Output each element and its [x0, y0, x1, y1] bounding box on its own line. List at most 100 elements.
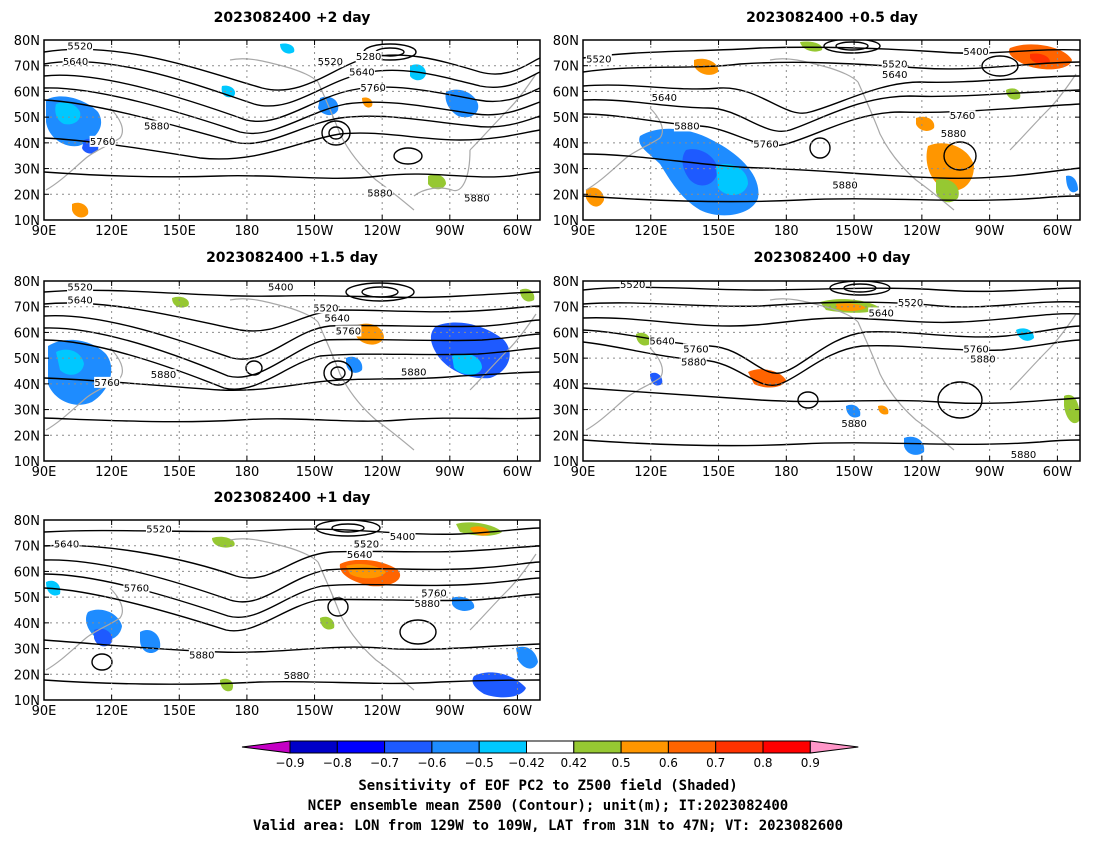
- lon-tick-label: 150W: [296, 704, 334, 719]
- coastline-east-asia: [45, 587, 123, 671]
- colorbar-label: −0.5: [465, 756, 494, 770]
- z500-contour: [44, 417, 540, 423]
- contour-label: 5880: [681, 357, 706, 368]
- z500-contour: [44, 60, 540, 107]
- z500-closed-high: [937, 381, 983, 419]
- lat-tick-label: 60N: [14, 326, 40, 341]
- z500-contour: [44, 171, 540, 179]
- lon-tick-label: 120W: [363, 465, 401, 480]
- sensitivity-positive-region: [1064, 394, 1080, 424]
- contour-label: 5520: [898, 298, 923, 309]
- contour-label: 5880: [144, 121, 169, 132]
- colorbar-box: [478, 740, 528, 754]
- contour-label: 5880: [841, 419, 866, 430]
- lat-tick-label: 70N: [14, 301, 40, 316]
- sensitivity-negative-region: [1016, 328, 1034, 341]
- sensitivity-negative-region: [346, 356, 363, 373]
- contour-label: 5640: [649, 337, 674, 348]
- sensitivity-negative-region: [48, 339, 112, 405]
- contour-label: 5400: [268, 283, 293, 294]
- z500-contour: [44, 573, 540, 618]
- lat-tick-label: 60N: [14, 565, 40, 580]
- lat-tick-label: 70N: [553, 60, 579, 75]
- coastline-north-america-east: [1009, 73, 1077, 151]
- panel-title: 2023082400 +2 day: [214, 10, 371, 26]
- contour-label: 5760: [336, 326, 361, 337]
- lat-tick-label: 30N: [14, 404, 40, 419]
- z500-contour: [44, 48, 540, 91]
- lon-tick-label: 120E: [95, 224, 128, 239]
- contour-label: 5640: [868, 308, 893, 319]
- lon-tick-label: 150E: [163, 465, 196, 480]
- contour-layer: [44, 282, 540, 423]
- sensitivity-negative-region: [55, 102, 81, 125]
- panel-title: 2023082400 +0.5 day: [746, 10, 918, 26]
- map-frame: [43, 39, 541, 221]
- sensitivity-positive-region: [520, 288, 535, 302]
- lat-tick-label: 40N: [14, 617, 40, 632]
- z500-closed-high: [91, 653, 113, 671]
- lon-tick-label: 150E: [163, 704, 196, 719]
- contour-label-bg: [752, 138, 779, 150]
- coastline-east-asia: [45, 107, 123, 191]
- sensitivity-positive-region: [428, 174, 446, 190]
- contour-label-bg: [414, 597, 441, 609]
- z500-closed-low: [823, 40, 881, 54]
- map-frame: [582, 39, 1081, 221]
- contour-label-bg: [868, 307, 895, 319]
- shading-layer: [586, 41, 1078, 216]
- colorbar-label: −0.7: [370, 756, 399, 770]
- lon-tick-label: 150E: [163, 224, 196, 239]
- lon-tick-label: 90E: [571, 224, 596, 239]
- coastline-layer: [585, 298, 1077, 451]
- contour-label-bg: [963, 343, 990, 355]
- contour-label-bg: [619, 279, 646, 291]
- lat-tick-label: 50N: [14, 352, 40, 367]
- contour-label-bg: [400, 366, 427, 378]
- contour-label: 5640: [67, 296, 92, 307]
- lon-tick-label: 90W: [435, 465, 465, 480]
- contour-label-bg: [585, 53, 612, 65]
- caption: Sensitivity of EOF PC2 to Z500 field (Sh…: [253, 778, 843, 834]
- lon-tick-label: 90W: [975, 224, 1005, 239]
- grid-layer: [44, 40, 540, 220]
- z500-contour: [583, 286, 1080, 293]
- z500-closed-low: [345, 282, 415, 302]
- lon-tick-label: 120W: [903, 465, 941, 480]
- contour-label: 5520: [313, 303, 338, 314]
- sensitivity-positive-region: [916, 116, 935, 131]
- lon-tick-label: 150W: [835, 224, 873, 239]
- lat-tick-label: 70N: [553, 301, 579, 316]
- contour-label: 5640: [63, 57, 88, 68]
- contour-label: 5640: [54, 540, 79, 551]
- panel-plus-0-day: 2023082400 +0 day: [553, 250, 1081, 480]
- grid-layer: [583, 281, 1080, 461]
- z500-closed-low: [245, 360, 263, 376]
- sensitivity-positive-region: [800, 41, 823, 52]
- coastline-alaska: [769, 298, 859, 323]
- contour-label: 5520: [318, 57, 343, 68]
- z500-contour: [583, 153, 1080, 179]
- lon-tick-label: 150E: [702, 224, 735, 239]
- contour-label: 5520: [354, 540, 379, 551]
- lat-tick-label: 40N: [553, 378, 579, 393]
- lon-tick-label: 90W: [975, 465, 1005, 480]
- contour-label-bg: [353, 538, 380, 550]
- caption-line-2: NCEP ensemble mean Z500 (Contour); unit(…: [308, 798, 788, 814]
- colorbar-box: [431, 740, 480, 754]
- sensitivity-negative-region: [140, 629, 161, 654]
- coastline-alaska: [229, 538, 319, 563]
- lat-tick-label: 60N: [553, 85, 579, 100]
- contour-label: 5640: [349, 67, 374, 78]
- lon-tick-label: 60W: [503, 465, 533, 480]
- z500-contour: [44, 99, 540, 145]
- lat-tick-label: 30N: [553, 163, 579, 178]
- lon-tick-label: 120W: [363, 224, 401, 239]
- z500-contour: [44, 129, 540, 160]
- z500-contour: [44, 639, 540, 653]
- z500-closed-high: [399, 619, 437, 645]
- contour-label: 5880: [367, 188, 392, 199]
- contour-label: 5520: [586, 55, 611, 66]
